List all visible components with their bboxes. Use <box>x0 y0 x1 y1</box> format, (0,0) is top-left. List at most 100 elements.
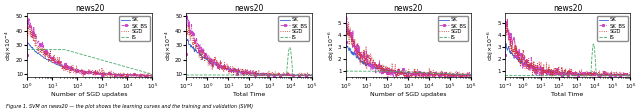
Title: news20: news20 <box>394 4 423 13</box>
IS <box>182 74 190 76</box>
SGD <box>538 75 545 77</box>
IS <box>596 75 604 76</box>
Line: IS: IS <box>505 44 630 75</box>
SK <box>303 75 310 76</box>
Legend: SK, SK_BS, SGD, IS: SK, SK_BS, SGD, IS <box>278 16 309 41</box>
Line: SK: SK <box>27 43 152 80</box>
SK_BS <box>342 16 350 17</box>
SGD <box>534 63 541 64</box>
IS <box>627 75 634 76</box>
SK_BS <box>251 72 259 73</box>
SGD <box>182 60 190 62</box>
SK_BS <box>127 74 134 75</box>
IS <box>575 75 582 76</box>
SK_BS <box>534 68 541 69</box>
IS <box>98 59 106 61</box>
SK_BS <box>112 76 120 78</box>
Line: SK_BS: SK_BS <box>186 13 312 77</box>
SGD <box>558 70 566 71</box>
SK_BS <box>524 59 531 60</box>
SGD <box>183 23 191 25</box>
SK <box>83 71 91 72</box>
SGD <box>524 62 531 63</box>
X-axis label: Total Time: Total Time <box>233 92 265 97</box>
SK_BS <box>243 71 251 73</box>
SGD <box>23 60 31 61</box>
Legend: SK, SK_BS, SGD, IS: SK, SK_BS, SGD, IS <box>597 16 628 41</box>
Title: news20: news20 <box>553 4 582 13</box>
SGD <box>26 24 33 25</box>
IS <box>91 57 99 59</box>
Line: IS: IS <box>27 50 152 74</box>
SGD <box>92 73 99 74</box>
SGD <box>436 74 444 75</box>
SK <box>23 57 31 59</box>
Y-axis label: obj$\times 10^{-4}$: obj$\times 10^{-4}$ <box>4 30 15 61</box>
X-axis label: Number of SGD updates: Number of SGD updates <box>51 92 128 97</box>
SK_BS <box>243 72 250 73</box>
SK <box>399 72 406 73</box>
SK_BS <box>585 75 593 77</box>
SK <box>305 75 313 76</box>
IS <box>305 74 313 76</box>
IS <box>374 71 381 72</box>
SGD <box>364 57 372 58</box>
IS <box>286 47 294 48</box>
SK <box>558 72 566 73</box>
SGD <box>342 55 349 56</box>
SK_BS <box>342 41 349 43</box>
Line: SGD: SGD <box>346 22 471 82</box>
SGD <box>627 73 634 74</box>
Line: SGD: SGD <box>505 20 630 76</box>
SK <box>436 73 444 75</box>
SK_BS <box>148 74 156 76</box>
IS <box>590 43 598 45</box>
SK <box>243 72 250 74</box>
SGD <box>230 75 237 76</box>
Line: IS: IS <box>186 47 312 75</box>
SK_BS <box>257 75 265 76</box>
SGD <box>305 75 313 76</box>
SGD <box>399 70 406 72</box>
SK <box>342 43 349 45</box>
X-axis label: Number of SGD updates: Number of SGD updates <box>370 92 447 97</box>
SK_BS <box>285 73 293 75</box>
IS <box>342 71 349 72</box>
SGD <box>127 73 134 74</box>
Line: SK: SK <box>346 44 471 77</box>
SK <box>24 42 31 43</box>
SK_BS <box>399 72 406 73</box>
SK <box>426 73 433 75</box>
SGD <box>146 76 154 77</box>
Line: SK: SK <box>505 43 630 76</box>
SK_BS <box>84 72 92 73</box>
IS <box>467 74 475 75</box>
SGD <box>345 22 353 23</box>
Line: SK_BS: SK_BS <box>504 18 631 77</box>
SK <box>627 75 634 77</box>
SGD <box>575 72 583 73</box>
SGD <box>417 81 424 82</box>
Line: SK_BS: SK_BS <box>345 15 472 82</box>
SK_BS <box>364 63 372 65</box>
SK_BS <box>627 75 634 77</box>
SK_BS <box>23 54 31 56</box>
SK <box>98 73 106 74</box>
SK <box>243 73 251 74</box>
SK_BS <box>146 75 154 77</box>
Line: SGD: SGD <box>27 25 152 79</box>
IS <box>524 75 531 76</box>
SK <box>184 39 191 40</box>
SGD <box>467 73 475 75</box>
SK <box>342 57 349 58</box>
X-axis label: Total Time: Total Time <box>552 92 584 97</box>
SGD <box>285 75 293 76</box>
SK_BS <box>504 19 511 20</box>
SK <box>250 73 258 74</box>
SGD <box>257 74 265 75</box>
SK_BS <box>247 75 255 76</box>
SGD <box>426 77 433 78</box>
IS <box>415 72 423 73</box>
SGD <box>251 71 259 73</box>
SK <box>92 72 99 74</box>
